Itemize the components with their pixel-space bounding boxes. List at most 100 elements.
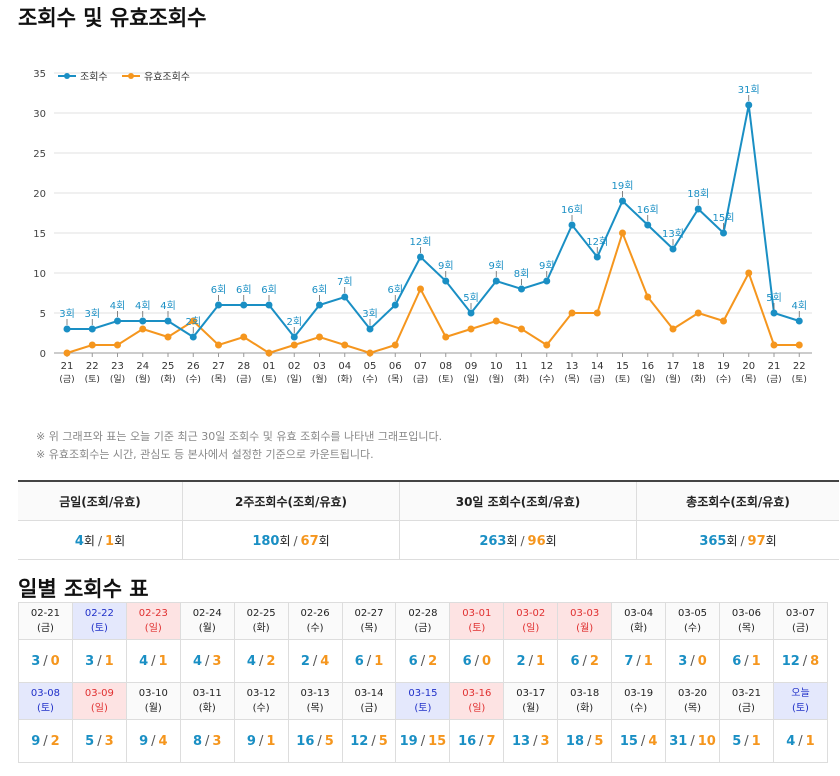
- chart-notes: ※ 위 그래프와 표는 오늘 기준 최근 30일 조회수 및 유효 조회수를 나…: [36, 428, 442, 464]
- views-count: 6: [408, 653, 418, 669]
- count-row: 3/0 3/1 4/1 4/3 4/2 2/4 6/1 6/2 6/0 2/1 6/2 7/1 3/0 6…: [18, 639, 829, 683]
- date-cell: 03-09 (일): [71, 682, 127, 720]
- x-tick-weekday: (토): [438, 375, 453, 385]
- views-count: 4: [246, 653, 256, 669]
- count-cell: 6/1: [341, 639, 397, 683]
- data-point: [669, 325, 677, 333]
- x-tick-weekday: (토): [792, 375, 807, 385]
- count-cell: 9/2: [18, 719, 73, 763]
- x-tick-label: 14: [591, 361, 604, 372]
- valid-count: 8: [810, 653, 820, 669]
- date-label: 03-08: [30, 688, 60, 699]
- separator: /: [528, 653, 533, 669]
- date-cell: 03-19 (수): [611, 682, 667, 720]
- series-line: [67, 104, 800, 339]
- count-cell: 3/0: [665, 639, 720, 683]
- x-tick-weekday: (일): [110, 374, 125, 385]
- views-count: 9: [139, 733, 149, 749]
- date-label: 03-05: [677, 608, 708, 619]
- data-label: 3회: [84, 308, 100, 320]
- data-point: [568, 221, 576, 229]
- data-point: [568, 309, 576, 317]
- date-label: 03-13: [300, 688, 330, 699]
- date-cell: 02-28 (금): [395, 602, 451, 640]
- valid-count: 1: [104, 653, 114, 669]
- views-count: 7: [624, 653, 634, 669]
- x-tick-label: 17: [667, 361, 680, 372]
- x-tick-weekday: (금): [590, 374, 605, 385]
- data-label: 4회: [135, 300, 151, 312]
- x-tick-weekday: (토): [615, 375, 630, 385]
- views-count: 12: [781, 653, 800, 669]
- date-label: 03-03: [570, 608, 600, 619]
- y-tick-label: 30: [33, 109, 46, 120]
- legend-label: 유효조회수: [144, 71, 190, 83]
- data-label: 6회: [211, 284, 227, 296]
- x-tick-label: 08: [439, 361, 452, 372]
- data-label: 18회: [687, 188, 709, 200]
- separator: /: [205, 733, 210, 749]
- summary-value-row: 4회/1회 180회/67회 263회/96회 365회/97회: [18, 520, 839, 560]
- data-label: 2회: [185, 316, 201, 328]
- weekday-label: (금): [737, 703, 755, 714]
- data-point: [391, 301, 399, 309]
- y-tick-label: 0: [40, 349, 46, 360]
- date-cell: 03-08 (토): [18, 682, 73, 720]
- views-count: 4: [786, 733, 796, 749]
- valid-count: 2: [50, 733, 60, 749]
- x-tick-label: 22: [793, 361, 806, 372]
- weekday-label: (수): [684, 623, 702, 634]
- data-label: 16회: [561, 204, 583, 216]
- separator: /: [366, 653, 372, 669]
- weekday-label: (목): [306, 703, 324, 714]
- data-label: 6회: [312, 284, 328, 296]
- summary-header: 금일(조회/유효): [18, 480, 183, 521]
- summary-header: 총조회수(조회/유효): [636, 480, 839, 521]
- separator: /: [798, 733, 803, 749]
- data-label: 3회: [59, 308, 75, 320]
- x-tick-weekday: (월): [312, 373, 327, 385]
- count-cell: 6/1: [718, 639, 774, 683]
- views-count: 365: [699, 533, 727, 549]
- valid-count: 1: [158, 653, 168, 669]
- valid-count: 5: [324, 733, 334, 749]
- x-tick-label: 06: [389, 361, 402, 372]
- data-point: [619, 229, 626, 237]
- views-count: 18: [565, 733, 584, 749]
- data-point: [290, 333, 298, 341]
- date-label: 03-06: [731, 608, 761, 619]
- x-tick-label: 15: [616, 361, 629, 372]
- data-point: [795, 317, 803, 325]
- x-tick-weekday: (토): [85, 375, 100, 385]
- date-label: 03-09: [84, 688, 114, 699]
- count-row: 9/2 5/3 9/4 8/3 9/1 16/5 12/5 19/15 16/7 13/3 18/5…: [18, 719, 829, 763]
- date-cell: 03-16 (일): [449, 682, 505, 720]
- data-point: [316, 333, 323, 341]
- data-point: [139, 325, 147, 333]
- count-cell: 16/5: [287, 719, 343, 763]
- data-point: [88, 341, 96, 349]
- data-point: [240, 301, 248, 309]
- weekday-label: (금): [360, 703, 378, 714]
- x-tick-label: 09: [465, 361, 478, 372]
- x-tick-label: 03: [313, 361, 326, 372]
- data-label: 6회: [236, 284, 252, 296]
- x-tick-label: 16: [641, 361, 654, 372]
- data-label: 4회: [160, 300, 176, 312]
- data-point: [63, 349, 71, 357]
- views-count: 16: [458, 733, 477, 749]
- legend-label: 조회수: [80, 71, 108, 83]
- data-label: 5회: [463, 292, 479, 304]
- count-cell: 2/1: [503, 639, 559, 683]
- separator: /: [293, 533, 298, 548]
- x-tick-label: 02: [288, 361, 301, 372]
- x-tick-label: 13: [566, 361, 579, 372]
- x-tick-label: 21: [61, 361, 74, 372]
- views-count: 4: [139, 653, 149, 669]
- count-cell: 13/3: [503, 719, 559, 763]
- data-point: [694, 309, 702, 317]
- valid-count: 1: [105, 533, 115, 549]
- separator: /: [744, 653, 749, 669]
- date-cell: 03-06 (목): [718, 602, 774, 640]
- note-line: ※ 유효조회수는 시간, 관심도 등 본사에서 설정한 기준으로 카운트됩니다.: [36, 448, 374, 461]
